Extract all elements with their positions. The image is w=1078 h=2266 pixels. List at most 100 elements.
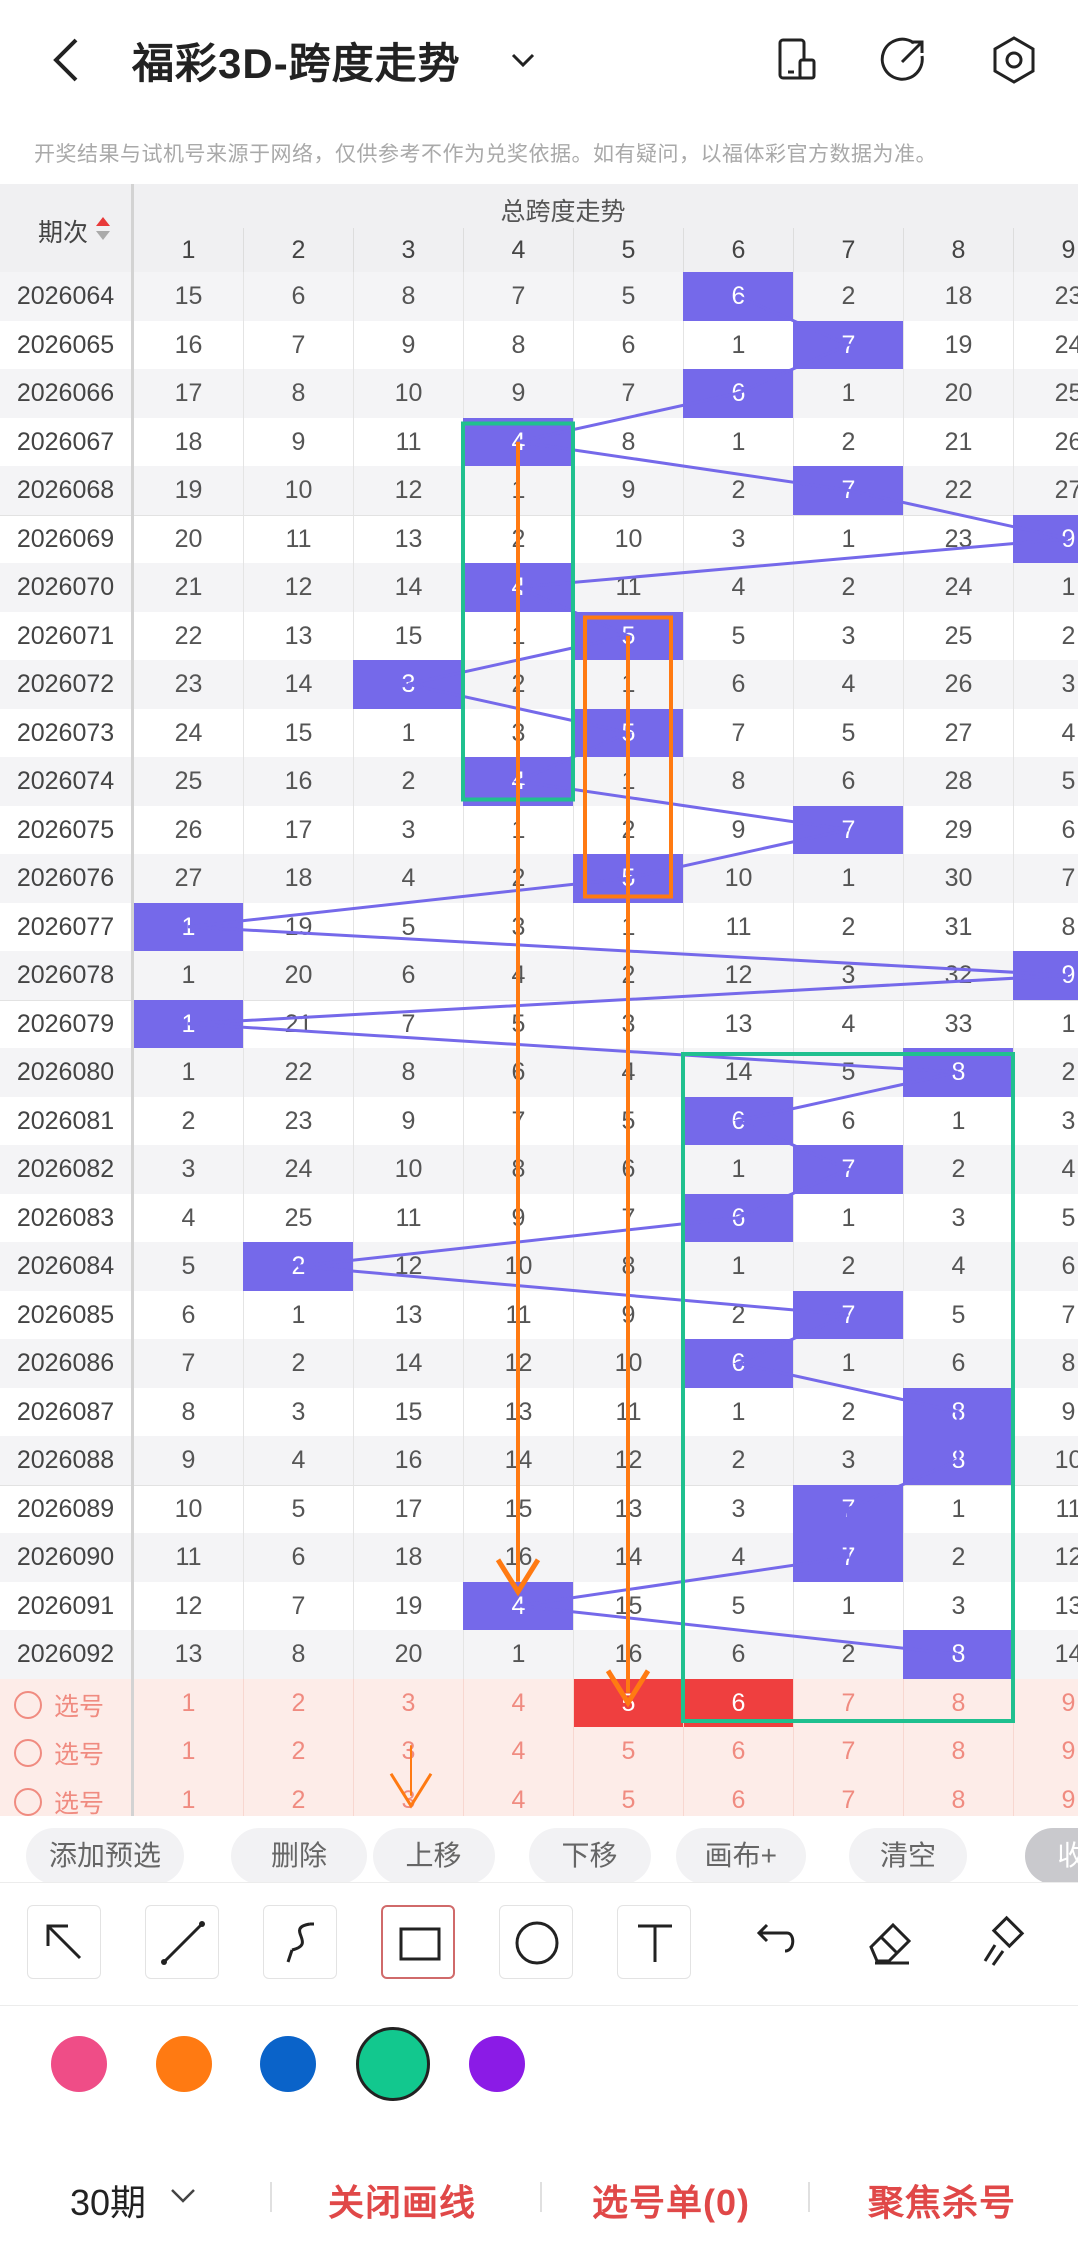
chevron-down-icon[interactable]: [505, 42, 541, 78]
pick-cell[interactable]: 9: [1013, 1775, 1078, 1816]
pick-cell[interactable]: 2: [243, 1775, 353, 1816]
action-button-0[interactable]: 添加预选: [25, 1828, 184, 1882]
pick-cell[interactable]: 2: [243, 1727, 353, 1776]
omission-cell: 12: [1013, 1533, 1078, 1582]
action-button-5[interactable]: 清空: [849, 1828, 968, 1882]
pick-cell-selected[interactable]: 6: [683, 1678, 793, 1727]
pick-row-label[interactable]: 选号: [14, 1784, 104, 1816]
omission-cell: 2: [793, 902, 903, 951]
page-title[interactable]: 福彩3D-跨度走势: [132, 40, 461, 87]
pick-cell[interactable]: 1: [133, 1678, 243, 1727]
pick-cell[interactable]: 9: [1013, 1678, 1078, 1727]
pick-row-label[interactable]: 选号: [14, 1735, 104, 1771]
table-row: 2026090 11 6 18 16 14 4 7 2 12: [0, 1533, 1078, 1582]
action-button-2[interactable]: 上移: [372, 1828, 495, 1882]
pick-cell[interactable]: 8: [903, 1727, 1013, 1776]
omission-cell: 1: [573, 757, 683, 806]
arrow-tool-icon[interactable]: [27, 1905, 101, 1979]
pick-cell[interactable]: 3: [353, 1775, 463, 1816]
clear-brush-icon[interactable]: [971, 1905, 1045, 1979]
pick-cell[interactable]: 8: [903, 1678, 1013, 1727]
omission-cell: 23: [243, 1096, 353, 1145]
radio-icon[interactable]: [14, 1787, 42, 1816]
period-select[interactable]: 30期: [70, 2182, 147, 2223]
pick-cell[interactable]: 5: [573, 1727, 683, 1776]
omission-cell: 10: [353, 1145, 463, 1194]
pick-cell[interactable]: 3: [353, 1678, 463, 1727]
table-row: 2026082 3 24 10 8 6 1 7 2 4: [0, 1145, 1078, 1194]
omission-cell: 8: [243, 369, 353, 418]
omission-cell: 24: [1013, 320, 1078, 369]
pick-cell[interactable]: 7: [793, 1727, 903, 1776]
settings-icon[interactable]: [988, 34, 1040, 86]
rectangle-tool-icon[interactable]: [381, 1905, 455, 1979]
period-column-header[interactable]: 期次: [0, 184, 133, 272]
omission-cell: 6: [1013, 805, 1078, 854]
pick-cell-selected[interactable]: 5: [573, 1678, 683, 1727]
pick-cell[interactable]: 7: [793, 1678, 903, 1727]
omission-cell: 9: [573, 466, 683, 515]
omission-cell: 2: [793, 1387, 903, 1436]
close-draw-button[interactable]: 关闭画线: [328, 2182, 477, 2223]
pick-cell[interactable]: 1: [133, 1775, 243, 1816]
action-button-3[interactable]: 下移: [528, 1828, 651, 1882]
pick-cell[interactable]: 6: [683, 1727, 793, 1776]
omission-cell: 8: [463, 320, 573, 369]
omission-cell: 7: [1013, 1290, 1078, 1339]
back-arrow-icon[interactable]: [42, 30, 92, 90]
action-button-6[interactable]: 收起: [1025, 1828, 1078, 1882]
omission-cell: 15: [353, 1387, 463, 1436]
radio-icon[interactable]: [14, 1690, 42, 1719]
pick-cell[interactable]: 3: [353, 1727, 463, 1776]
omission-cell: 12: [463, 1339, 573, 1388]
line-tool-icon[interactable]: [145, 1905, 219, 1979]
text-tool-icon[interactable]: [617, 1905, 691, 1979]
hit-cell: 6: [683, 1193, 793, 1242]
hit-cell: 4: [463, 563, 573, 612]
circle-tool-icon[interactable]: [499, 1905, 573, 1979]
device-icon[interactable]: [770, 34, 822, 86]
pick-cell[interactable]: 4: [463, 1775, 573, 1816]
pick-cell[interactable]: 2: [243, 1678, 353, 1727]
eraser-icon[interactable]: [853, 1905, 927, 1979]
pick-cell[interactable]: 7: [793, 1775, 903, 1816]
omission-cell: 11: [353, 1193, 463, 1242]
omission-cell: 25: [133, 757, 243, 806]
undo-icon[interactable]: [735, 1905, 809, 1979]
omission-cell: 3: [793, 611, 903, 660]
hit-cell: 9: [1013, 514, 1078, 563]
omission-cell: 11: [1013, 1484, 1078, 1533]
pick-label-text: 选号: [54, 1692, 105, 1721]
pick-cell[interactable]: 9: [1013, 1727, 1078, 1776]
period-cell: 2026082: [16, 1155, 115, 1183]
radio-icon[interactable]: [14, 1739, 42, 1768]
omission-cell: 3: [793, 1436, 903, 1485]
period-cell: 2026072: [16, 670, 115, 698]
period-cell: 2026086: [16, 1349, 115, 1377]
pick-cell[interactable]: 5: [573, 1775, 683, 1816]
pick-cell[interactable]: 1: [133, 1727, 243, 1776]
color-swatch[interactable]: [51, 2036, 107, 2092]
omission-cell: 2: [463, 514, 573, 563]
period-cell: 2026071: [16, 621, 115, 650]
color-swatch[interactable]: [156, 2036, 212, 2092]
period-cell: 2026064: [16, 282, 115, 310]
omission-cell: 7: [463, 272, 573, 321]
color-swatch[interactable]: [356, 2027, 430, 2101]
focus-kill-button[interactable]: 聚焦杀号: [868, 2182, 1017, 2223]
pick-cell[interactable]: 4: [463, 1727, 573, 1776]
pick-cell[interactable]: 8: [903, 1775, 1013, 1816]
action-button-4[interactable]: 画布+: [675, 1828, 806, 1882]
pick-cell[interactable]: 6: [683, 1775, 793, 1816]
curve-tool-icon[interactable]: [263, 1905, 337, 1979]
omission-cell: 10: [1013, 1436, 1078, 1485]
pick-list-button[interactable]: 选号单(0): [592, 2182, 750, 2223]
action-button-1[interactable]: 删除: [231, 1828, 368, 1882]
pick-cell[interactable]: 4: [463, 1678, 573, 1727]
color-swatch[interactable]: [469, 2036, 525, 2092]
share-icon[interactable]: [878, 34, 930, 86]
chevron-down-icon[interactable]: [168, 2186, 198, 2206]
pick-row-label[interactable]: 选号: [14, 1687, 104, 1723]
color-swatch[interactable]: [260, 2036, 316, 2092]
omission-cell: 9: [1013, 1387, 1078, 1436]
